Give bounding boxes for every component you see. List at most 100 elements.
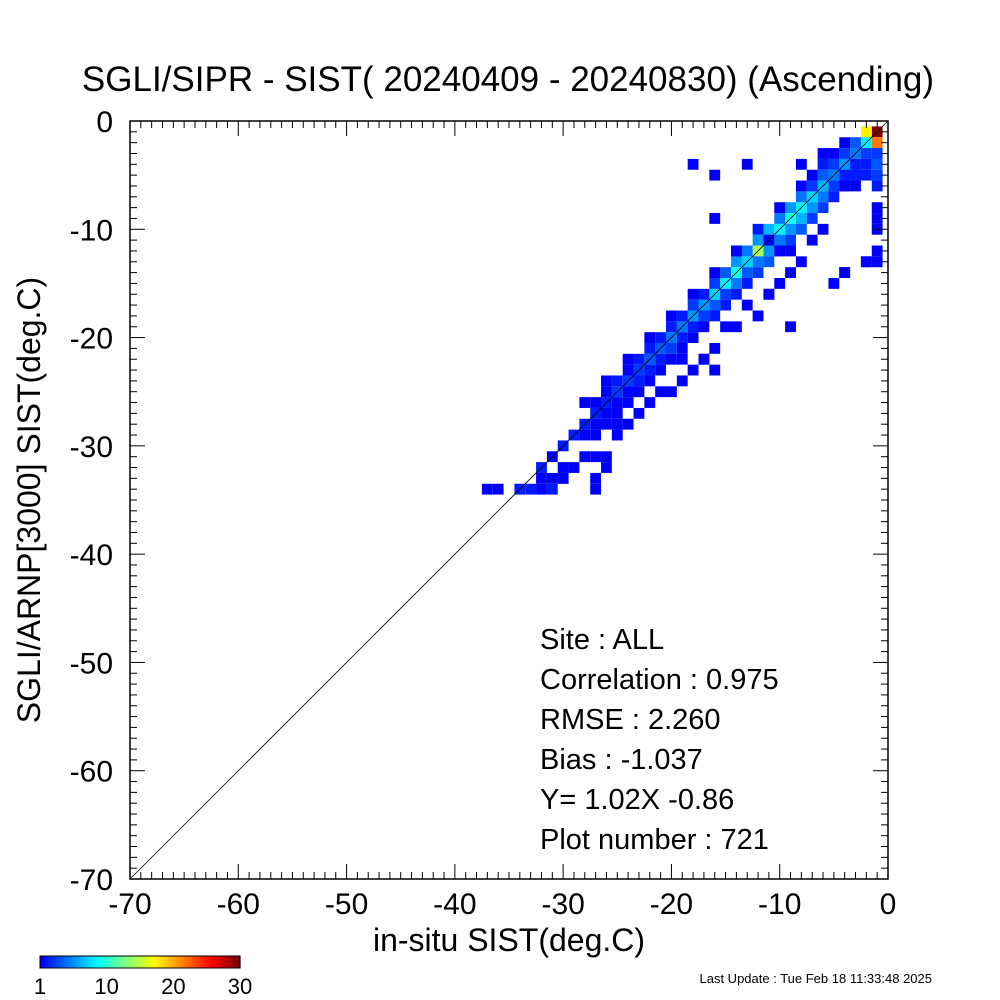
heatmap-cell <box>741 267 753 279</box>
heatmap-cell <box>730 245 742 257</box>
colorbar-swatch <box>110 956 113 968</box>
heatmap-cell <box>709 278 721 289</box>
heatmap-cells <box>481 126 883 495</box>
colorbar-swatch <box>98 956 101 968</box>
heatmap-cell <box>806 202 818 214</box>
heatmap-cell <box>633 407 645 419</box>
colorbar-swatch <box>186 956 189 968</box>
heatmap-cell <box>785 202 796 214</box>
heatmap-cell <box>871 202 883 214</box>
colorbar-swatch <box>132 956 135 968</box>
colorbar-swatch <box>148 956 151 968</box>
heatmap-cell <box>525 483 537 495</box>
heatmap-cell <box>752 256 764 268</box>
heatmap-cell <box>871 213 883 224</box>
heatmap-cell <box>536 472 547 484</box>
colorbar-swatch <box>180 956 183 968</box>
heatmap-cell <box>709 267 721 279</box>
heatmap-cell <box>817 191 829 203</box>
colorbar-swatch <box>48 956 51 968</box>
heatmap-cell <box>709 364 721 376</box>
colorbar-swatch <box>224 956 227 968</box>
colorbar-swatch <box>86 956 89 968</box>
y-tick-label: -20 <box>70 323 113 356</box>
heatmap-cell <box>795 191 807 203</box>
colorbar-swatch <box>146 956 149 968</box>
colorbar-swatch <box>90 956 93 968</box>
colorbar-swatch <box>152 956 155 968</box>
y-tick-label: -40 <box>70 539 113 572</box>
heatmap-cell <box>752 223 764 235</box>
colorbar-swatch <box>214 956 217 968</box>
heatmap-cell <box>579 451 591 463</box>
colorbar-swatch <box>42 956 45 968</box>
axis-ticks <box>129 120 889 880</box>
heatmap-cell <box>785 321 796 333</box>
colorbar-swatch <box>234 956 237 968</box>
heatmap-cell <box>774 213 786 224</box>
colorbar-frame <box>39 955 241 969</box>
heatmap-cell <box>687 364 699 376</box>
heatmap-cell <box>763 256 775 268</box>
x-tick-label: -50 <box>325 888 368 921</box>
colorbar-swatch <box>190 956 193 968</box>
heatmap-cell <box>709 169 721 181</box>
heatmap-cell <box>492 483 504 495</box>
colorbar-swatch <box>100 956 103 968</box>
heatmap-cell <box>752 310 764 322</box>
heatmap-cell <box>590 418 602 430</box>
heatmap-cell <box>806 234 818 246</box>
heatmap-cell <box>785 267 796 279</box>
colorbar-swatch <box>116 956 119 968</box>
colorbar-swatch <box>126 956 129 968</box>
heatmap-cell <box>839 148 851 159</box>
colorbar-swatch <box>196 956 199 968</box>
colorbar-swatch <box>140 956 143 968</box>
heatmap-cell <box>481 483 493 495</box>
heatmap-cell <box>698 321 710 333</box>
colorbar-swatch <box>220 956 223 968</box>
heatmap-cell <box>698 288 710 300</box>
heatmap-cell <box>666 310 677 322</box>
heatmap-cell <box>785 223 796 235</box>
heatmap-cell <box>546 483 558 495</box>
heatmap-cell <box>860 148 872 159</box>
heatmap-cell <box>590 451 602 463</box>
stat-correlation: Correlation : 0.975 <box>540 664 779 696</box>
colorbar-swatch <box>64 956 67 968</box>
statistics-box: Site : ALL Correlation : 0.975 RMSE : 2.… <box>540 624 779 856</box>
heatmap-cell <box>666 321 677 333</box>
heatmap-cell <box>709 310 721 322</box>
last-update-text: Last Update : Tue Feb 18 11:33:48 2025 <box>700 971 933 986</box>
colorbar-swatch <box>76 956 79 968</box>
heatmap-cell <box>774 234 786 246</box>
heatmap-cell <box>720 267 731 279</box>
y-tick-label: -50 <box>70 647 113 680</box>
heatmap-cell <box>590 397 602 408</box>
colorbar-swatch <box>50 956 53 968</box>
colorbar-swatch <box>164 956 167 968</box>
colorbar-swatch <box>68 956 71 968</box>
colorbar-swatch <box>238 956 241 968</box>
colorbar-swatch <box>216 956 219 968</box>
heatmap-cell <box>557 462 569 473</box>
x-tick-label: -20 <box>650 888 693 921</box>
heatmap-cell <box>871 137 883 149</box>
colorbar-swatch <box>58 956 61 968</box>
x-tick-labels: -70 -60 -50 -40 -30 -20 -10 0 <box>108 888 896 921</box>
colorbar-swatch <box>134 956 137 968</box>
y-axis-label: SGLI/ARNP[3000] SIST(deg.C) <box>11 277 47 723</box>
colorbar-swatch <box>150 956 153 968</box>
heatmap-cell <box>839 267 851 279</box>
heatmap-cell <box>795 213 807 224</box>
heatmap-cell <box>644 397 656 408</box>
heatmap-cell <box>698 310 710 322</box>
heatmap-cell <box>730 288 742 300</box>
heatmap-cell <box>644 364 656 376</box>
heatmap-cell <box>763 245 775 257</box>
y-tick-label: -30 <box>70 431 113 464</box>
heatmap-cell <box>676 375 688 387</box>
colorbar-swatch <box>112 956 115 968</box>
colorbar-swatch <box>218 956 221 968</box>
heatmap-cell <box>666 386 677 398</box>
